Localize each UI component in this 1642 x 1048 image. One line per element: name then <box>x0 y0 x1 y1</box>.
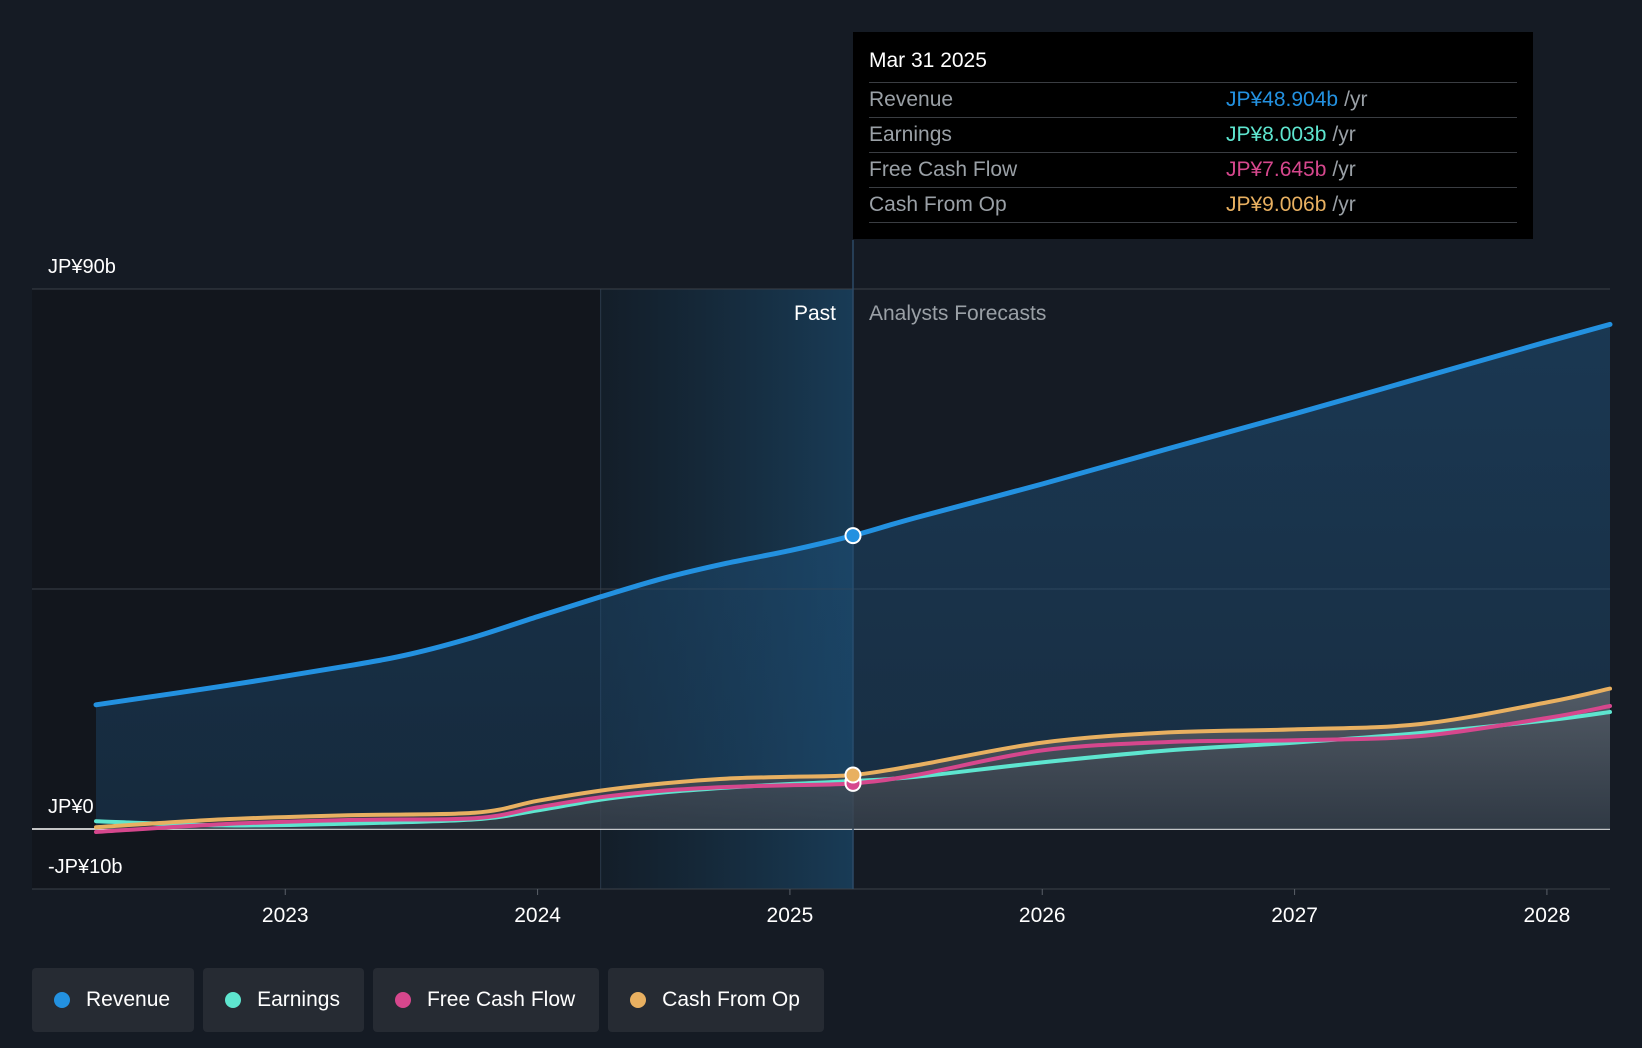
y-tick-label: JP¥0 <box>48 796 94 818</box>
revenue-line <box>93 321 1613 708</box>
free-cash-flow-line <box>94 704 1612 834</box>
tooltip-unit: /yr <box>1332 123 1356 146</box>
chart-canvas: JP¥90b JP¥0 -JP¥10b 2023 2024 2025 2026 2027 202… <box>32 240 1613 927</box>
legend-item-revenue[interactable]: Revenue <box>32 968 195 1032</box>
tooltip-row-cash-from-op: Cash From Op JP¥9.006b /yr <box>869 187 1517 223</box>
x-tick-label: 2027 <box>1271 904 1318 927</box>
tooltip-date: Mar 31 2025 <box>869 49 987 72</box>
cash-from-op-line <box>94 686 1612 830</box>
tooltip-value: JP¥48.904b <box>1226 88 1339 111</box>
x-tick-label: 2028 <box>1524 904 1571 927</box>
tooltip-value: JP¥8.003b <box>1226 123 1327 146</box>
legend: Revenue Earnings Free Cash Flow Cash Fro… <box>32 968 824 1032</box>
cash-area <box>96 688 1610 829</box>
legend-label: Cash From Op <box>662 988 800 1011</box>
tooltip-label: Earnings <box>869 123 952 146</box>
tooltip-row-free-cash-flow: Free Cash Flow JP¥7.645b /yr <box>869 152 1517 187</box>
tooltip: Mar 31 2025 Revenue JP¥48.904b /yr Earni… <box>853 32 1533 239</box>
tooltip-unit: /yr <box>1332 158 1356 181</box>
legend-label: Earnings <box>257 988 340 1011</box>
tooltip-unit: /yr <box>1344 88 1368 111</box>
y-tick-label: JP¥90b <box>48 256 116 278</box>
legend-dot-icon <box>225 992 242 1008</box>
forecast-label: Analysts Forecasts <box>869 302 1046 325</box>
cash-from-op-marker <box>844 766 862 784</box>
legend-dot-icon <box>54 992 70 1008</box>
tooltip-label: Free Cash Flow <box>869 158 1018 181</box>
tooltip-row-earnings: Earnings JP¥8.003b /yr <box>869 117 1517 152</box>
x-tick-label: 2024 <box>514 904 561 927</box>
legend-item-earnings[interactable]: Earnings <box>203 968 364 1032</box>
tooltip-label: Cash From Op <box>869 193 1007 216</box>
x-tick-label: 2023 <box>262 904 309 927</box>
past-label: Past <box>794 302 836 325</box>
legend-dot-icon <box>630 992 647 1008</box>
revenue-marker <box>844 527 862 545</box>
tooltip-label: Revenue <box>869 88 954 111</box>
legend-dot-icon <box>394 992 411 1008</box>
legend-label: Free Cash Flow <box>426 988 576 1011</box>
tooltip-value: JP¥9.006b <box>1226 193 1327 216</box>
y-tick-label: -JP¥10b <box>48 856 123 878</box>
legend-item-cash-from-op[interactable]: Cash From Op <box>608 968 824 1032</box>
legend-item-free-cash-flow[interactable]: Free Cash Flow <box>372 968 600 1032</box>
tooltip-row-revenue: Revenue JP¥48.904b /yr <box>869 82 1517 117</box>
tooltip-unit: /yr <box>1332 193 1356 216</box>
revenue-area <box>96 324 1610 829</box>
x-tick-label: 2025 <box>767 904 814 927</box>
x-tick-label: 2026 <box>1019 904 1066 927</box>
legend-label: Revenue <box>86 988 171 1011</box>
tooltip-value: JP¥7.645b <box>1226 158 1327 181</box>
